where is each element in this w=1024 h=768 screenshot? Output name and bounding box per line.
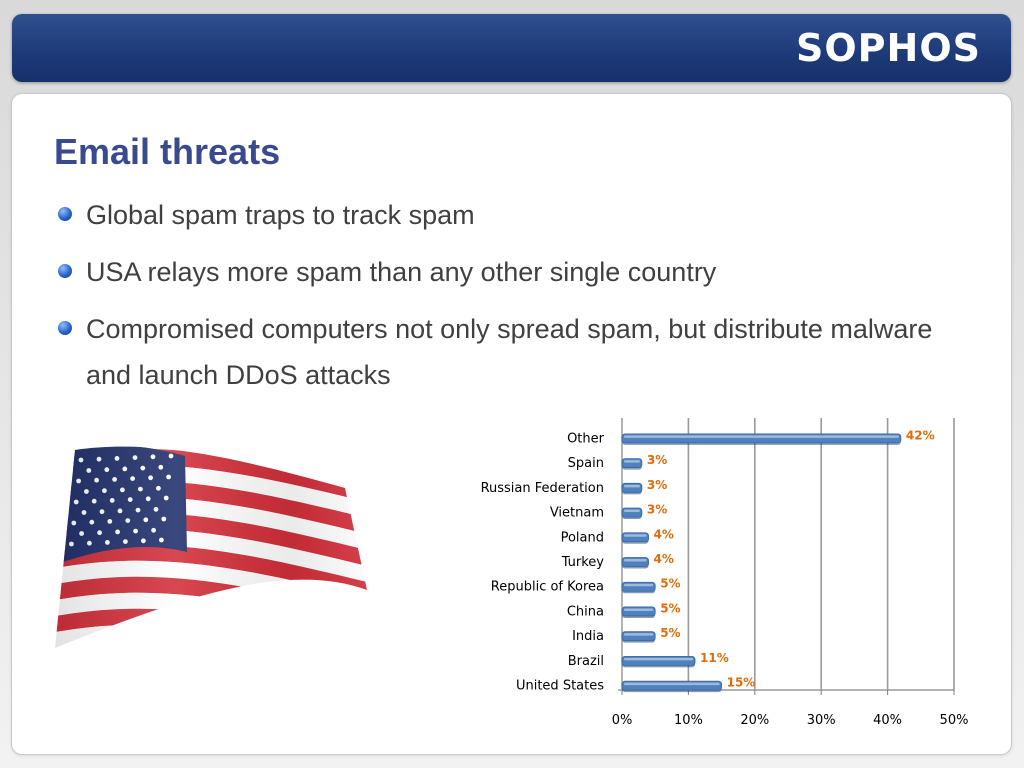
bar-highlight (624, 534, 647, 537)
bar-highlight (624, 608, 654, 611)
flag-stripe (55, 640, 367, 648)
x-tick-label: 50% (940, 713, 969, 728)
category-label: Republic of Korea (491, 580, 604, 595)
data-label: 15% (727, 676, 756, 690)
data-label: 4% (654, 527, 674, 541)
bar-highlight (624, 484, 640, 488)
bar-highlight (624, 509, 640, 513)
bar-highlight (624, 435, 899, 438)
category-label: Spain (568, 456, 604, 471)
bullet-dot-icon (58, 321, 72, 335)
category-label: Poland (561, 530, 604, 545)
header-bar: SOPHOS (12, 14, 1011, 82)
data-label: 5% (660, 601, 680, 615)
data-label: 4% (654, 552, 674, 566)
bullet-item: Global spam traps to track spam (58, 192, 978, 238)
category-label: United States (516, 679, 604, 694)
category-label: Russian Federation (481, 481, 604, 496)
category-label: Other (567, 431, 605, 446)
bar (621, 631, 656, 642)
bullet-text: USA relays more spam than any other sing… (86, 257, 717, 287)
bullet-text: Global spam traps to track spam (86, 200, 475, 230)
data-label: 3% (647, 478, 667, 492)
bar (621, 482, 643, 493)
category-label: India (572, 629, 604, 644)
us-flag-icon (55, 446, 367, 648)
bullet-dot-icon (58, 264, 72, 278)
bullet-list: Global spam traps to track spam USA rela… (58, 192, 978, 409)
category-label: Brazil (568, 654, 604, 669)
bullet-dot-icon (58, 207, 72, 221)
bar (621, 507, 643, 518)
data-label: 5% (660, 626, 680, 640)
bar (621, 581, 656, 592)
bar (621, 458, 643, 468)
spam-relay-bar-chart: 0% 10% 20% 30% 40% 50% Other 42% Spain 3% Russian … (481, 418, 969, 728)
bar (621, 433, 902, 444)
x-tick-label: 20% (740, 713, 769, 728)
x-tick-label: 40% (873, 713, 902, 728)
bar (621, 680, 722, 691)
bar (621, 557, 649, 567)
bar-highlight (624, 460, 640, 463)
data-label: 5% (660, 577, 680, 591)
x-tick-label: 30% (807, 713, 836, 728)
bar (621, 606, 656, 617)
bar (621, 532, 649, 543)
bar-highlight (624, 633, 654, 636)
bullet-item: USA relays more spam than any other sing… (58, 249, 978, 295)
category-label: Vietnam (550, 506, 604, 521)
category-label: China (567, 604, 604, 619)
sophos-logo: SOPHOS (796, 26, 981, 70)
x-tick-label: 0% (612, 713, 633, 728)
bar-highlight (624, 657, 694, 661)
bullet-item: Compromised computers not only spread sp… (58, 306, 978, 398)
x-tick-label: 10% (674, 713, 703, 728)
slide-panel (12, 94, 1011, 754)
slide-title: Email threats (54, 131, 281, 172)
data-label: 42% (906, 428, 935, 442)
data-label: 11% (700, 651, 729, 665)
bar-highlight (624, 559, 647, 562)
data-label: 3% (647, 503, 667, 517)
category-label: Turkey (561, 555, 605, 570)
bar-highlight (624, 583, 654, 587)
bar (621, 656, 696, 666)
data-label: 3% (647, 453, 667, 467)
bullet-text: Compromised computers not only spread sp… (86, 314, 933, 390)
bar-highlight (624, 682, 720, 686)
